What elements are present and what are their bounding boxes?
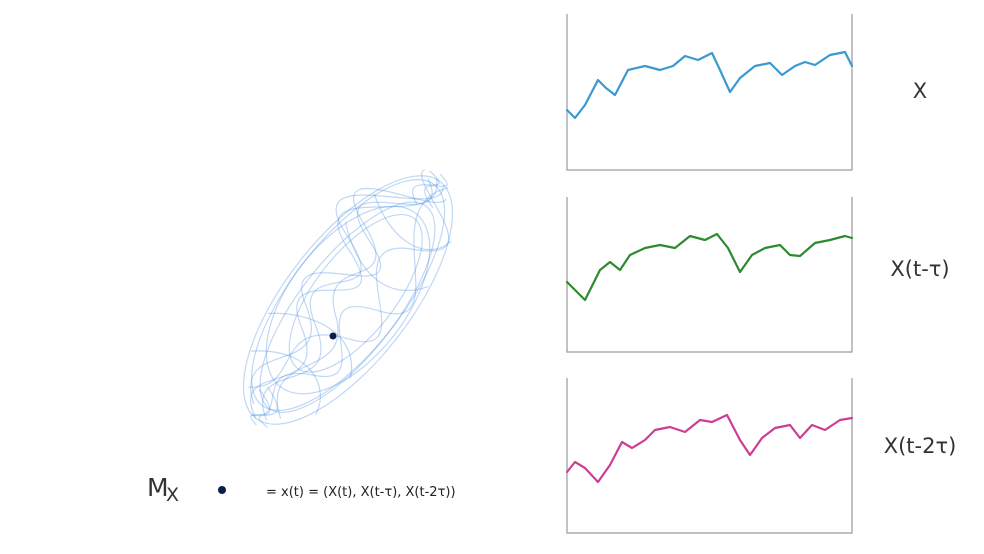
manifold-label: M (147, 473, 169, 502)
panel-frame (566, 197, 853, 353)
signal-x (565, 50, 854, 120)
manifold-subscript: X (166, 484, 179, 506)
state-point (329, 332, 337, 340)
attractor (242, 168, 454, 428)
equation: = x(t) = (X(t), X(t-τ), X(t-2τ)) (266, 485, 456, 500)
panel-label: X(t-2τ) (884, 434, 957, 458)
panel-label: X(t-τ) (890, 257, 949, 281)
panel-frame (566, 378, 853, 534)
panel-frame (566, 14, 853, 171)
legend-point (218, 486, 226, 494)
panel-label: X (913, 79, 927, 103)
signal-x-tau (565, 232, 854, 302)
signal-x-2tau (565, 413, 854, 484)
